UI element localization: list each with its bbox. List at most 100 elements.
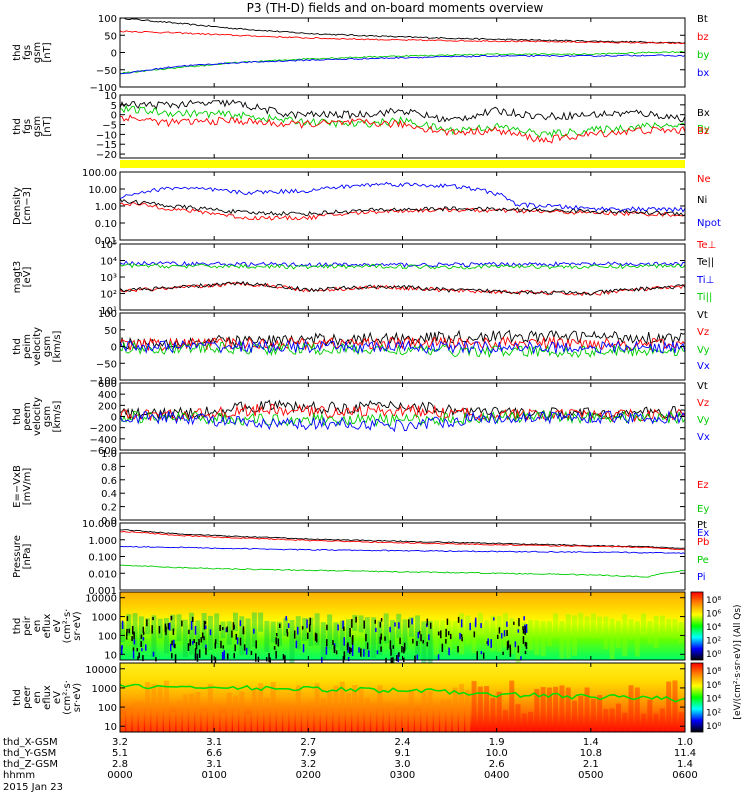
y-axis-label-line: (cm²·s· xyxy=(62,680,73,715)
y-axis-label-line: sr·eV) xyxy=(72,611,83,640)
heatmap-sparse-pixel xyxy=(275,637,277,645)
heatmap-cell xyxy=(553,686,559,732)
heatmap-cell xyxy=(440,620,446,644)
heatmap-sparse-pixel xyxy=(284,655,286,664)
y-tick-label: 0.10 xyxy=(95,219,117,230)
heatmap-sparse-pixel xyxy=(525,624,528,633)
panel-fgs_gsm: Bt bz by bx 100 50 0 −50 −100 thd fgs gsm [nT] xyxy=(12,14,709,94)
heatmap-sparse-pixel xyxy=(191,616,194,622)
heatmap-cell xyxy=(377,685,383,732)
heatmap-sparse-pixel xyxy=(142,655,144,662)
y-tick-label: 100 xyxy=(98,703,117,714)
heatmap-cell xyxy=(672,680,678,732)
y-tick-label: 0.8 xyxy=(101,462,117,473)
heatmap-sparse-pixel xyxy=(201,632,204,639)
heatmap-sparse-pixel xyxy=(502,651,504,655)
heatmap-cell xyxy=(615,620,621,649)
heatmap-sparse-pixel xyxy=(214,657,217,666)
heatmap-cell xyxy=(553,613,559,638)
heatmap-sparse-pixel xyxy=(348,646,351,654)
y-axis-label-line: [nT] xyxy=(42,116,53,136)
heatmap-cell xyxy=(421,691,427,732)
heatmap-cell xyxy=(540,687,546,732)
heatmap-cell xyxy=(509,618,515,654)
heatmap-sparse-pixel xyxy=(293,630,296,639)
colorbar-tick-label: 10⁶ xyxy=(706,681,721,691)
y-axis-label-line: eflux xyxy=(42,614,53,639)
heatmap-sparse-pixel xyxy=(253,628,255,634)
x-tick-label: 0000 xyxy=(107,770,132,781)
heatmap-sparse-pixel xyxy=(480,623,482,629)
heatmap-cell xyxy=(352,684,358,732)
heatmap-sparse-pixel xyxy=(223,650,225,660)
heatmap-sparse-pixel xyxy=(219,624,221,631)
heatmap-sparse-pixel xyxy=(337,624,339,631)
heatmap-cell xyxy=(289,620,295,665)
y-tick-label: 400 xyxy=(98,390,117,401)
y-tick-label: 5 xyxy=(111,101,117,112)
heatmap-cell xyxy=(484,686,490,732)
y-axis-label: thd peer en eflux eV (cm²·s· sr·eV) xyxy=(12,680,83,715)
heatmap-sparse-pixel xyxy=(524,625,526,635)
series-line-peem_velocity-Vx xyxy=(119,410,686,433)
heatmap-cell xyxy=(628,619,634,640)
series-line-fgs_gse_zoom-By xyxy=(119,104,686,139)
x-tick-label: 3.2 xyxy=(112,737,128,748)
x-axis-table: thd_X-GSM 3.2 3.1 2.7 2.4 1.9 1.4 1.0 thd_Y-GSM 5… xyxy=(3,737,698,793)
heatmap-sparse-pixel xyxy=(286,631,289,637)
heatmap-sparse-pixel xyxy=(194,648,197,655)
heatmap-cell xyxy=(590,613,596,639)
heatmap-sparse-pixel xyxy=(509,644,511,649)
y-tick-label: 0 xyxy=(111,49,117,60)
heatmap-sparse-pixel xyxy=(136,647,139,652)
series-line-density-Ni xyxy=(119,198,686,217)
heatmap-sparse-pixel xyxy=(236,637,239,645)
heatmap-sparse-pixel xyxy=(309,617,312,626)
series-line-fgs_gsm-bz xyxy=(119,30,686,45)
y-tick-label: 10³ xyxy=(100,273,117,284)
heatmap-sparse-pixel xyxy=(503,630,506,637)
heatmap-sparse-pixel xyxy=(121,620,124,629)
legend-fgs_gse_zoom-Bx: Bx xyxy=(697,108,710,119)
x-tick-label: 2.8 xyxy=(112,759,128,770)
heatmap-sparse-pixel xyxy=(358,647,360,653)
heatmap-cell xyxy=(138,701,144,732)
heatmap-cell xyxy=(151,615,157,658)
heatmap-sparse-pixel xyxy=(480,651,483,655)
series-line-temperature-Te⊥ xyxy=(119,281,686,297)
legend-temperature-Ti||: Ti|| xyxy=(696,292,712,303)
y-tick-label: 1.00 xyxy=(95,202,117,213)
heatmap-sparse-pixel xyxy=(438,631,440,636)
y-axis-label-line: velocity xyxy=(32,397,43,436)
heatmap-cell xyxy=(666,681,672,732)
heatmap-sparse-pixel xyxy=(205,647,207,655)
heatmap-cell xyxy=(201,612,207,649)
y-axis-label-line: thd xyxy=(12,408,23,425)
legend-peim_velocity-Vy: Vy xyxy=(697,345,710,356)
heatmap-sparse-pixel xyxy=(198,649,201,659)
heatmap-cell xyxy=(546,621,552,647)
heatmap-sparse-pixel xyxy=(332,640,334,646)
heatmap-sparse-pixel xyxy=(204,621,207,625)
heatmap-sparse-pixel xyxy=(426,618,429,626)
heatmap-sparse-pixel xyxy=(314,632,317,641)
heatmap-cell xyxy=(597,695,603,732)
x-tick-label: 9.1 xyxy=(395,748,411,759)
heatmap-sparse-pixel xyxy=(285,616,287,621)
heatmap-cell xyxy=(534,620,540,656)
legend-temperature-Te⊥: Te⊥ xyxy=(696,240,716,251)
colorbar-label: [eV/(cm²·s·sr·eV)] (All Qs) xyxy=(733,604,743,719)
heatmap-sparse-pixel xyxy=(333,645,336,653)
y-tick-label: 100 xyxy=(98,14,117,25)
heatmap-sparse-pixel xyxy=(486,641,489,645)
heatmap-sparse-pixel xyxy=(392,645,395,649)
heatmap-cell xyxy=(239,691,245,732)
heatmap-sparse-pixel xyxy=(239,620,242,627)
heatmap-cell xyxy=(358,615,364,633)
heatmap-sparse-pixel xyxy=(363,620,365,629)
series-line-pressure-Pb xyxy=(119,530,686,551)
heatmap-cell xyxy=(565,614,571,659)
heatmap-cell xyxy=(559,621,565,659)
colorbar-tick-label: 10⁰ xyxy=(706,650,721,660)
